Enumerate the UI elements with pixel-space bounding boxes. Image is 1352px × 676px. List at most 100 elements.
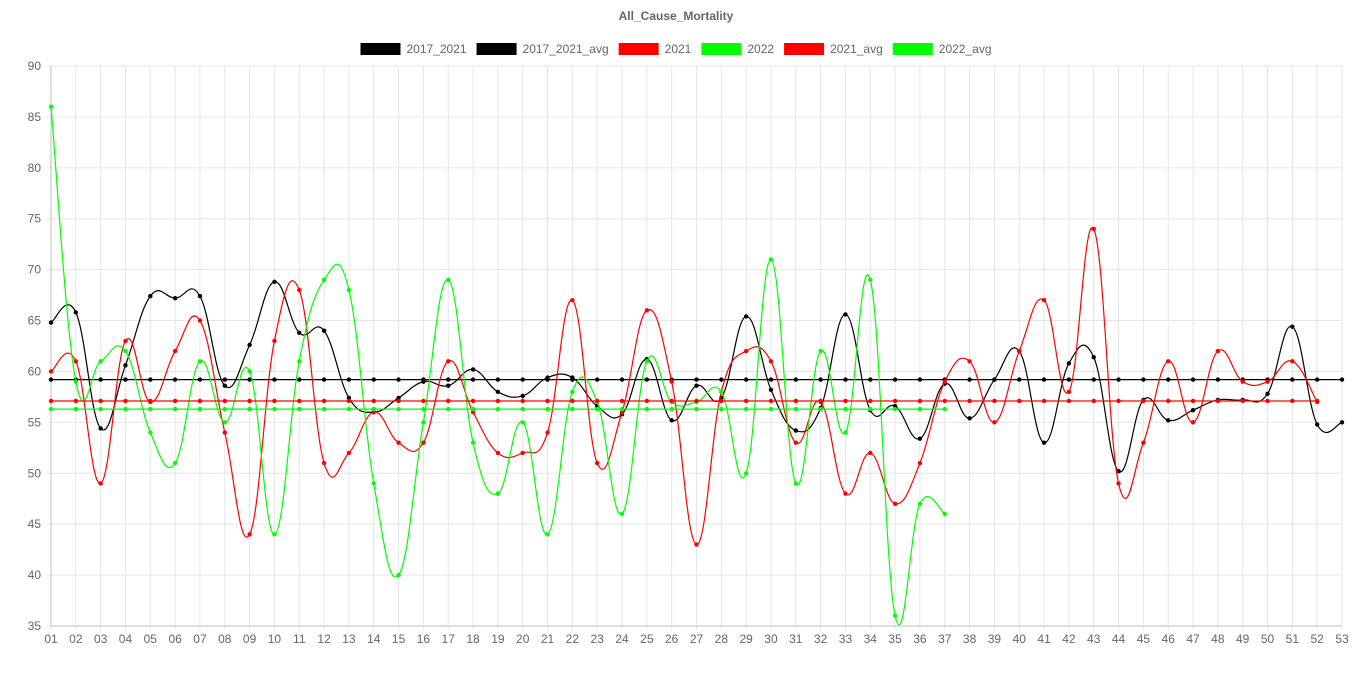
point-2022-avg-08[interactable]	[222, 406, 227, 412]
point-2017-2021-avg-14[interactable]	[371, 377, 376, 382]
point-2021-avg-13[interactable]	[346, 398, 352, 404]
point-2021-01[interactable]	[48, 369, 54, 374]
point-2022-avg-34[interactable]	[868, 406, 873, 412]
point-2017-2021-33[interactable]	[843, 312, 848, 317]
point-2021-avg-15[interactable]	[396, 398, 401, 404]
point-2022-avg-37[interactable]	[942, 406, 947, 412]
point-2017-2021-avg-04[interactable]	[123, 377, 128, 382]
point-2022-avg-09[interactable]	[247, 406, 252, 412]
legend-item-2022[interactable]: 2022	[701, 42, 774, 56]
point-2022-01[interactable]	[48, 104, 54, 109]
point-2021-27[interactable]	[694, 542, 699, 547]
point-2021-avg-11[interactable]	[297, 398, 302, 404]
point-2021-avg-44[interactable]	[1116, 398, 1121, 404]
point-2017-2021-avg-17[interactable]	[446, 377, 451, 382]
point-2017-2021-02[interactable]	[73, 310, 79, 315]
point-2017-2021-avg-27[interactable]	[694, 377, 699, 382]
point-2017-2021-avg-19[interactable]	[495, 377, 501, 382]
point-2017-2021-07[interactable]	[197, 293, 203, 299]
point-2017-2021-avg-44[interactable]	[1116, 377, 1121, 382]
point-2022-02[interactable]	[73, 379, 79, 384]
point-2021-02[interactable]	[73, 359, 79, 364]
point-2022-05[interactable]	[148, 430, 153, 435]
point-2021-avg-37[interactable]	[942, 398, 947, 404]
point-2017-2021-43[interactable]	[1091, 355, 1096, 360]
point-2017-2021-30[interactable]	[768, 387, 774, 392]
point-2022-avg-23[interactable]	[594, 406, 600, 412]
point-2021-avg-45[interactable]	[1141, 398, 1146, 404]
point-2017-2021-36[interactable]	[917, 436, 923, 441]
point-2017-2021-17[interactable]	[446, 383, 451, 388]
point-2021-16[interactable]	[421, 440, 426, 445]
point-2017-2021-10[interactable]	[272, 279, 277, 285]
point-2022-avg-15[interactable]	[396, 406, 401, 412]
point-2021-avg-35[interactable]	[892, 398, 898, 404]
point-2017-2021-avg-16[interactable]	[421, 377, 426, 382]
point-2021-31[interactable]	[793, 440, 799, 445]
point-2021-18[interactable]	[470, 409, 476, 415]
point-2021-13[interactable]	[346, 450, 352, 456]
point-2022-03[interactable]	[98, 359, 103, 364]
point-2021-avg-05[interactable]	[148, 398, 153, 404]
point-2021-20[interactable]	[520, 450, 525, 456]
point-2022-avg-16[interactable]	[421, 406, 426, 412]
point-2017-2021-avg-35[interactable]	[892, 377, 898, 382]
point-2021-avg-06[interactable]	[172, 398, 178, 404]
point-2017-2021-avg-07[interactable]	[197, 377, 203, 382]
point-2021-26[interactable]	[669, 379, 674, 384]
point-2021-avg-09[interactable]	[247, 398, 252, 404]
point-2017-2021-avg-46[interactable]	[1166, 377, 1171, 382]
point-2017-2021-29[interactable]	[743, 314, 749, 319]
point-2021-03[interactable]	[98, 481, 103, 486]
point-2017-2021-avg-39[interactable]	[992, 377, 997, 382]
point-2017-2021-51[interactable]	[1290, 324, 1295, 329]
point-2022-28[interactable]	[719, 389, 724, 395]
point-2021-17[interactable]	[446, 359, 451, 364]
point-2017-2021-09[interactable]	[247, 342, 252, 348]
point-2021-33[interactable]	[843, 491, 848, 496]
point-2022-avg-25[interactable]	[644, 406, 650, 412]
point-2021-14[interactable]	[371, 409, 376, 415]
point-2021-avg-17[interactable]	[446, 398, 451, 404]
point-2021-04[interactable]	[123, 338, 128, 344]
point-2022-avg-27[interactable]	[694, 406, 699, 412]
point-2021-avg-02[interactable]	[73, 398, 79, 404]
point-2021-21[interactable]	[545, 430, 550, 435]
point-2022-29[interactable]	[743, 471, 749, 476]
point-2017-2021-03[interactable]	[98, 426, 103, 431]
point-2022-avg-19[interactable]	[495, 406, 501, 412]
point-2017-2021-avg-18[interactable]	[470, 377, 476, 382]
point-2022-30[interactable]	[768, 257, 774, 262]
point-2021-avg-25[interactable]	[644, 398, 650, 404]
point-2017-2021-avg-22[interactable]	[570, 377, 575, 382]
point-2022-20[interactable]	[520, 420, 525, 425]
point-2021-23[interactable]	[594, 460, 600, 466]
point-2017-2021-avg-30[interactable]	[768, 377, 774, 382]
point-2021-12[interactable]	[321, 460, 327, 466]
point-2021-47[interactable]	[1190, 420, 1196, 425]
point-2022-avg-32[interactable]	[818, 406, 823, 412]
point-2021-avg-12[interactable]	[321, 398, 327, 404]
point-2022-13[interactable]	[346, 287, 352, 293]
point-2021-avg-18[interactable]	[470, 398, 476, 404]
legend-item-2021[interactable]: 2021	[618, 42, 692, 56]
point-2022-21[interactable]	[545, 532, 550, 537]
point-2017-2021-41[interactable]	[1041, 440, 1047, 445]
point-2021-29[interactable]	[743, 348, 749, 354]
point-2021-15[interactable]	[396, 440, 401, 445]
point-2017-2021-53[interactable]	[1339, 420, 1345, 425]
point-2017-2021-50[interactable]	[1265, 391, 1270, 397]
point-2017-2021-avg-41[interactable]	[1041, 377, 1047, 382]
point-2021-avg-10[interactable]	[272, 398, 277, 404]
point-2021-avg-40[interactable]	[1017, 398, 1022, 404]
point-2017-2021-27[interactable]	[694, 383, 699, 388]
point-2022-avg-20[interactable]	[520, 406, 525, 412]
point-2017-2021-avg-29[interactable]	[743, 377, 749, 382]
point-2017-2021-avg-42[interactable]	[1066, 377, 1072, 382]
point-2022-avg-11[interactable]	[297, 406, 302, 412]
point-2017-2021-44[interactable]	[1116, 469, 1121, 474]
point-2021-45[interactable]	[1141, 440, 1146, 445]
point-2017-2021-avg-33[interactable]	[843, 377, 848, 382]
point-2017-2021-avg-43[interactable]	[1091, 377, 1096, 382]
point-2021-avg-28[interactable]	[719, 398, 724, 404]
